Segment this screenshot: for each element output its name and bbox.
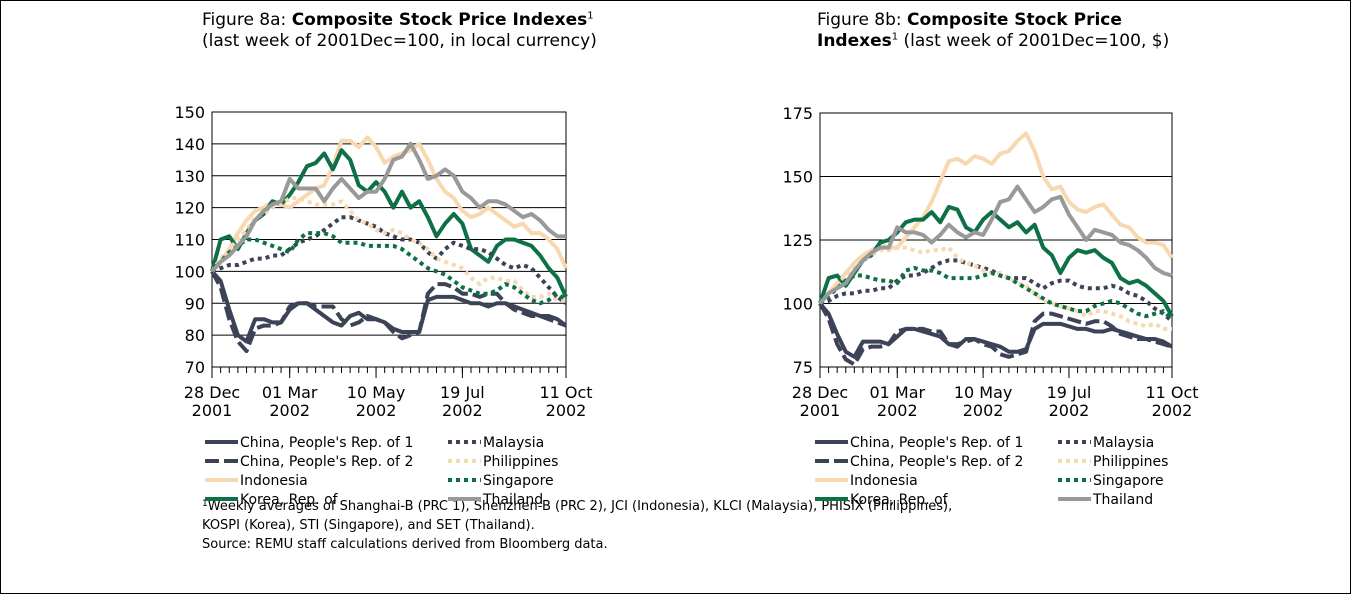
- x-tick-label-line: 2002: [546, 401, 587, 420]
- footnote-text: Weekly averages of Shanghai-B (PRC 1), S…: [208, 499, 953, 514]
- y-tick-label: 175: [782, 104, 813, 123]
- y-tick-label: 120: [174, 199, 205, 218]
- source: Source: REMU staff calculations derived …: [202, 537, 608, 552]
- chart-title: Figure 8b: Composite Stock Price Indexes…: [817, 10, 1172, 52]
- x-tick-label: 11 Oct 2002: [1145, 383, 1198, 420]
- legend-label: Indonesia: [850, 473, 918, 489]
- y-tick-label: 110: [174, 231, 205, 250]
- legend-label: Korea, Rep. of: [850, 492, 949, 508]
- series-line: [210, 196, 566, 303]
- series-line: [818, 204, 1174, 318]
- x-tick-label: 01 Mar 2002: [869, 383, 925, 420]
- title-suffix: (last week of 2001Dec=100, in local curr…: [202, 31, 597, 51]
- footnote-marker: 1: [202, 499, 208, 509]
- legend-label: China, People's Rep. of 1: [850, 435, 1023, 451]
- title-suffix: (last week of 2001Dec=100, $): [898, 31, 1170, 51]
- y-tick-label: 100: [782, 295, 813, 314]
- x-tick-label: 28 Dec 2001: [792, 383, 848, 420]
- x-tick-label-line: 19 Jul: [1047, 383, 1092, 402]
- series-line: [819, 258, 1174, 323]
- legend-label: Singapore: [1093, 473, 1164, 489]
- legend-label: Korea, Rep. of: [240, 492, 339, 508]
- series-line: [210, 141, 566, 273]
- x-tick-label: 28 Dec 2001: [184, 383, 240, 420]
- x-tick-label-line: 19 Jul: [440, 383, 485, 402]
- y-tick-label: 80: [185, 326, 205, 345]
- series-line: [210, 135, 568, 273]
- y-tick-label: 125: [782, 231, 813, 250]
- x-tick-label-line: 28 Dec: [184, 383, 240, 402]
- series-line: [818, 184, 1173, 305]
- x-tick-label-line: 01 Mar: [869, 383, 925, 402]
- series-line: [210, 231, 568, 306]
- y-tick-label: 90: [185, 294, 205, 313]
- x-tick-label-line: 10 May: [954, 383, 1013, 402]
- series-line: [818, 302, 1173, 367]
- x-tick-label: 01 Mar 2002: [262, 383, 318, 420]
- series-line: [210, 270, 567, 354]
- title-prefix: Figure 8a:: [202, 10, 292, 30]
- x-tick-label-line: 10 May: [347, 383, 406, 402]
- title-bold: Composite Stock Price Indexes: [291, 10, 588, 30]
- footnote-cont: KOSPI (Korea), STI (Singapore), and SET …: [202, 518, 535, 533]
- title-marker: 1: [587, 10, 594, 22]
- legend-label: China, People's Rep. of 1: [240, 435, 413, 451]
- plot-frame: [819, 112, 1173, 368]
- legend-label: Thailand: [482, 492, 543, 508]
- x-tick-label-line: 2001: [192, 401, 233, 420]
- x-tick-label-line: 11 Oct: [539, 383, 592, 402]
- title-bold: Composite Stock Price Indexes: [817, 10, 1122, 51]
- x-tick-label-line: 01 Mar: [262, 383, 318, 402]
- x-tick-label-line: 2002: [442, 401, 483, 420]
- footnote: 1Weekly averages of Shanghai-B (PRC 1), …: [202, 499, 952, 514]
- legend-label: Malaysia: [1093, 435, 1154, 451]
- x-tick-label: 10 May 2002: [347, 383, 406, 420]
- x-tick-label-line: 28 Dec: [792, 383, 848, 402]
- chart-title: Figure 8a: Composite Stock Price Indexes…: [202, 10, 597, 52]
- y-tick-label: 140: [174, 135, 205, 154]
- x-tick-label-line: 2002: [356, 401, 397, 420]
- legend-label: Indonesia: [240, 473, 308, 489]
- y-tick-label: 150: [174, 103, 205, 122]
- x-tick-label: 10 May 2002: [954, 383, 1013, 420]
- legend-label: China, People's Rep. of 2: [850, 454, 1023, 470]
- title-prefix: Figure 8b:: [817, 10, 908, 30]
- plot-frame: [211, 111, 567, 368]
- x-tick-label-line: 2002: [1152, 401, 1193, 420]
- y-tick-label: 100: [174, 262, 205, 281]
- series-line: [818, 245, 1172, 331]
- legend-label: China, People's Rep. of 2: [240, 454, 413, 470]
- x-tick-label-line: 11 Oct: [1145, 383, 1198, 402]
- legend-label: Philippines: [1093, 454, 1168, 470]
- x-tick-label-line: 2002: [963, 401, 1004, 420]
- series-line: [211, 215, 568, 305]
- y-tick-label: 75: [793, 358, 813, 377]
- legend-label: Thailand: [1092, 492, 1153, 508]
- x-tick-label: 11 Oct 2002: [539, 383, 592, 420]
- y-tick-label: 130: [174, 167, 205, 186]
- legend-label: Singapore: [483, 473, 554, 489]
- x-tick-label-line: 2002: [877, 401, 918, 420]
- legend-label: Philippines: [483, 454, 558, 470]
- x-tick-label-line: 2002: [1049, 401, 1090, 420]
- x-tick-label-line: 2002: [269, 401, 310, 420]
- title-marker: 1: [891, 31, 899, 43]
- x-tick-label: 19 Jul 2002: [1047, 383, 1092, 420]
- x-tick-label: 19 Jul 2002: [440, 383, 485, 420]
- y-tick-label: 150: [782, 168, 813, 187]
- y-tick-label: 70: [185, 358, 205, 377]
- legend-label: Malaysia: [483, 435, 544, 451]
- x-tick-label-line: 2001: [800, 401, 841, 420]
